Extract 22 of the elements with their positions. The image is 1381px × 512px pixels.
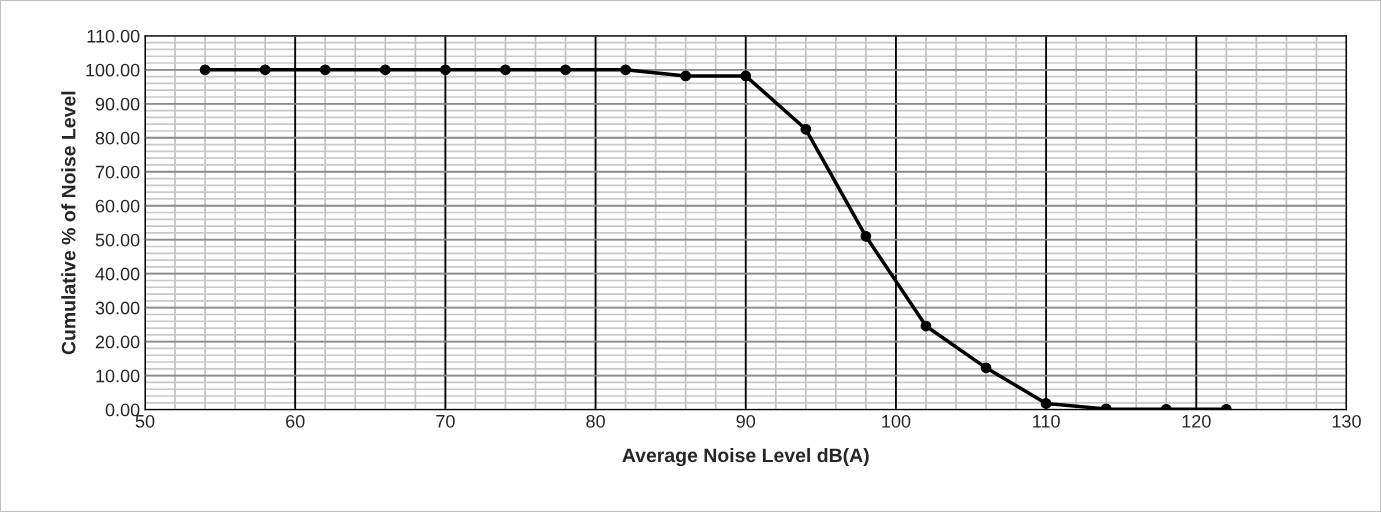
x-tick-label: 90	[736, 414, 756, 428]
x-tick-label: 110	[1033, 414, 1060, 428]
y-tick-label: 90.00	[95, 97, 140, 111]
x-tick-label: 80	[586, 414, 605, 428]
y-tick-label: 20.00	[95, 335, 140, 349]
x-tick-label: 120	[1182, 414, 1211, 428]
x-axis-title: Average Noise Level dB(A)	[622, 447, 869, 467]
x-tick-label: 70	[436, 414, 455, 428]
y-tick-label: 10.00	[96, 369, 140, 383]
y-tick-label: 70.00	[95, 165, 140, 179]
y-axis-title: Cumulative % of Noise Level	[61, 91, 76, 355]
y-tick-label: 80.00	[95, 131, 140, 145]
x-tick-label: 100	[882, 414, 911, 428]
x-tick-label: 60	[286, 414, 305, 428]
y-tick-label: 110.00	[87, 29, 140, 43]
y-tick-label: 30.00	[95, 301, 140, 315]
y-tick-label: 60.00	[95, 199, 140, 213]
y-tick-label: 40.00	[95, 267, 140, 281]
x-tick-label: 130	[1332, 414, 1361, 428]
y-tick-label: 0.00	[105, 403, 140, 417]
y-tick-label: 50.00	[95, 233, 140, 247]
y-tick-label: 100.00	[86, 63, 140, 77]
